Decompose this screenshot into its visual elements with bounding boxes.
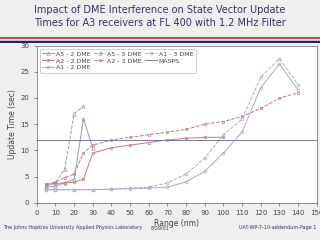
X-axis label: Range (nm): Range (nm) (154, 219, 199, 228)
Text: Impact of DME Interference on State Vector Update
Times for A3 receivers at FL 4: Impact of DME Interference on State Vect… (34, 5, 286, 28)
Legend: A5 - 2 DME, A2 - 2 DME, A1 - 2 DME, A5 - 3 DME, A2 - 3 DME, A1 - 3 DME, MASPS: A5 - 2 DME, A2 - 2 DME, A1 - 2 DME, A5 -… (40, 49, 196, 73)
Text: UAT-WP-7-10-addendum-Page 1: UAT-WP-7-10-addendum-Page 1 (239, 226, 317, 230)
Y-axis label: Update Time (sec): Update Time (sec) (8, 89, 17, 159)
Text: 8/29/01: 8/29/01 (151, 226, 169, 230)
Text: The Johns Hopkins University Applied Physics Laboratory: The Johns Hopkins University Applied Phy… (3, 226, 142, 230)
